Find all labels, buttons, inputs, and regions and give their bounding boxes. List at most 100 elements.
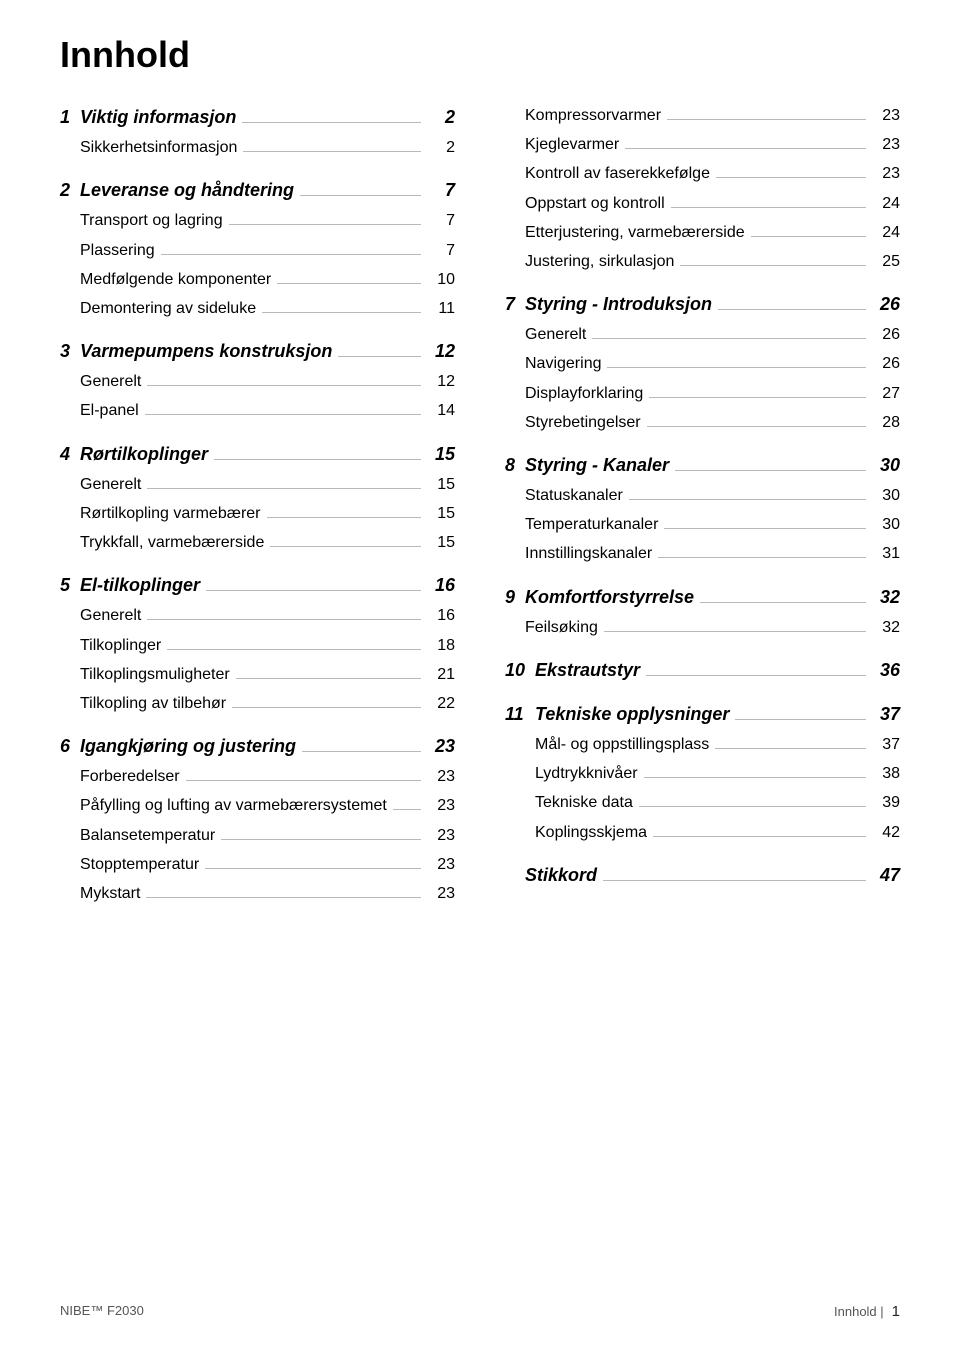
item-label: Trykkfall, varmebærerside — [80, 531, 264, 554]
toc-heading-row: 3 Varmepumpens konstruksjon 12 — [60, 338, 455, 364]
section-page: 30 — [872, 452, 900, 478]
leader-line — [146, 897, 421, 898]
section-number: 4 — [60, 441, 80, 467]
item-page: 16 — [427, 604, 455, 627]
toc-item-row: Sikkerhetsinformasjon 2 — [60, 136, 455, 159]
item-label: Plassering — [80, 239, 155, 262]
item-label: Styrebetingelser — [525, 411, 641, 434]
item-label: Generelt — [80, 370, 141, 393]
item-page: 18 — [427, 634, 455, 657]
toc-item-row: Plassering 7 — [60, 239, 455, 262]
toc-item-row: Stopptemperatur 23 — [60, 853, 455, 876]
section-page: 26 — [872, 291, 900, 317]
section-number: 8 — [505, 452, 525, 478]
item-page: 23 — [872, 104, 900, 127]
item-page: 42 — [872, 821, 900, 844]
toc-section: 10 Ekstrautstyr 36 — [505, 657, 900, 683]
leader-line — [214, 459, 421, 460]
toc-item-row: Trykkfall, varmebærerside 15 — [60, 531, 455, 554]
toc-item-row: Oppstart og kontroll 24 — [505, 192, 900, 215]
toc-heading-row: 4 Rørtilkoplinger 15 — [60, 441, 455, 467]
leader-line — [607, 367, 866, 368]
section-number: 10 — [505, 657, 535, 683]
item-label: Forberedelser — [80, 765, 180, 788]
toc-section: 4 Rørtilkoplinger 15 Generelt 15 Rørtilk… — [60, 441, 455, 555]
section-page: 36 — [872, 657, 900, 683]
leader-line — [735, 719, 866, 720]
section-page: 47 — [872, 862, 900, 888]
toc-heading-row: 2 Leveranse og håndtering 7 — [60, 177, 455, 203]
toc-heading-row: 11 Tekniske opplysninger 37 — [505, 701, 900, 727]
item-page: 15 — [427, 502, 455, 525]
item-label: Navigering — [525, 352, 601, 375]
item-label: Transport og lagring — [80, 209, 223, 232]
toc-item-row: Mål- og oppstillingsplass 37 — [505, 733, 900, 756]
page-title: Innhold — [60, 34, 900, 76]
toc-item-row: Forberedelser 23 — [60, 765, 455, 788]
section-heading: Varmepumpens konstruksjon — [80, 338, 332, 364]
section-heading: Stikkord — [525, 862, 597, 888]
section-number: 7 — [505, 291, 525, 317]
item-page: 23 — [872, 162, 900, 185]
leader-line — [145, 414, 421, 415]
section-page: 37 — [872, 701, 900, 727]
section-number: 3 — [60, 338, 80, 364]
leader-line — [603, 880, 866, 881]
page-footer: NIBE™ F2030 Innhold | 1 — [60, 1303, 900, 1320]
item-page: 25 — [872, 250, 900, 273]
leader-line — [262, 312, 421, 313]
toc-item-row: Demontering av sideluke 11 — [60, 297, 455, 320]
item-label: Temperaturkanaler — [525, 513, 658, 536]
toc-section: 7 Styring - Introduksjon 26 Generelt 26 … — [505, 291, 900, 434]
item-label: Innstillingskanaler — [525, 542, 652, 565]
item-page: 10 — [427, 268, 455, 291]
toc-item-row: Koplingsskjema 42 — [505, 821, 900, 844]
leader-line — [393, 809, 421, 810]
item-page: 37 — [872, 733, 900, 756]
toc-item-row: Generelt 26 — [505, 323, 900, 346]
leader-line — [649, 397, 866, 398]
leader-line — [715, 748, 866, 749]
toc-section: 11 Tekniske opplysninger 37 Mål- og opps… — [505, 701, 900, 844]
item-page: 24 — [872, 192, 900, 215]
item-label: Stopptemperatur — [80, 853, 199, 876]
leader-line — [751, 236, 866, 237]
toc-item-row: Navigering 26 — [505, 352, 900, 375]
item-label: Generelt — [80, 473, 141, 496]
item-label: Kompressorvarmer — [525, 104, 661, 127]
toc-heading-row: 7 Styring - Introduksjon 26 — [505, 291, 900, 317]
toc-heading-row: 8 Styring - Kanaler 30 — [505, 452, 900, 478]
section-page: 12 — [427, 338, 455, 364]
section-heading: Styring - Introduksjon — [525, 291, 712, 317]
item-label: Statuskanaler — [525, 484, 623, 507]
toc-section: 9 Komfortforstyrrelse 32 Feilsøking 32 — [505, 584, 900, 639]
item-page: 15 — [427, 531, 455, 554]
footer-right: Innhold | 1 — [834, 1303, 900, 1320]
leader-line — [243, 151, 421, 152]
item-label: Oppstart og kontroll — [525, 192, 665, 215]
item-page: 2 — [427, 136, 455, 159]
item-page: 39 — [872, 791, 900, 814]
footer-left: NIBE™ F2030 — [60, 1303, 144, 1320]
item-label: Tekniske data — [535, 791, 633, 814]
toc-heading-row: 9 Komfortforstyrrelse 32 — [505, 584, 900, 610]
leader-line — [647, 426, 866, 427]
toc-section: 3 Varmepumpens konstruksjon 12 Generelt … — [60, 338, 455, 422]
section-page: 23 — [427, 733, 455, 759]
leader-line — [639, 806, 866, 807]
leader-line — [205, 868, 421, 869]
item-page: 15 — [427, 473, 455, 496]
item-page: 26 — [872, 352, 900, 375]
toc-heading-row: 1 Viktig informasjon 2 — [60, 104, 455, 130]
toc-item-row: Kompressorvarmer 23 — [505, 104, 900, 127]
item-page: 23 — [872, 133, 900, 156]
toc-item-row: Tilkopling av tilbehør 22 — [60, 692, 455, 715]
item-page: 22 — [427, 692, 455, 715]
leader-line — [232, 707, 421, 708]
leader-line — [236, 678, 421, 679]
toc-item-row: Temperaturkanaler 30 — [505, 513, 900, 536]
item-page: 30 — [872, 513, 900, 536]
toc-item-row: Generelt 12 — [60, 370, 455, 393]
leader-line — [161, 254, 421, 255]
toc-item-row: Generelt 16 — [60, 604, 455, 627]
